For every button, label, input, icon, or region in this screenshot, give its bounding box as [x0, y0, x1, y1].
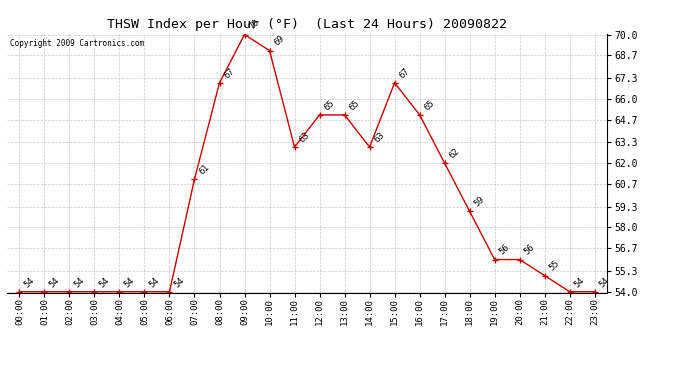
Text: 69: 69: [273, 34, 286, 48]
Text: 54: 54: [598, 275, 611, 289]
Text: 61: 61: [197, 162, 211, 176]
Text: 54: 54: [72, 275, 86, 289]
Text: 65: 65: [347, 98, 362, 112]
Text: 62: 62: [447, 147, 462, 160]
Text: 65: 65: [422, 98, 436, 112]
Text: 54: 54: [172, 275, 186, 289]
Text: 70: 70: [247, 18, 262, 32]
Text: 67: 67: [222, 66, 236, 80]
Text: 54: 54: [573, 275, 586, 289]
Text: 55: 55: [547, 259, 561, 273]
Text: 54: 54: [47, 275, 61, 289]
Text: 56: 56: [497, 243, 511, 257]
Text: 59: 59: [473, 195, 486, 208]
Text: Copyright 2009 Cartronics.com: Copyright 2009 Cartronics.com: [10, 39, 144, 48]
Text: 56: 56: [522, 243, 536, 257]
Title: THSW Index per Hour (°F)  (Last 24 Hours) 20090822: THSW Index per Hour (°F) (Last 24 Hours)…: [107, 18, 507, 31]
Text: 54: 54: [97, 275, 111, 289]
Text: 67: 67: [397, 66, 411, 80]
Text: 65: 65: [322, 98, 336, 112]
Text: 54: 54: [122, 275, 136, 289]
Text: 54: 54: [147, 275, 161, 289]
Text: 63: 63: [297, 130, 311, 144]
Text: 54: 54: [22, 275, 36, 289]
Text: 63: 63: [373, 130, 386, 144]
